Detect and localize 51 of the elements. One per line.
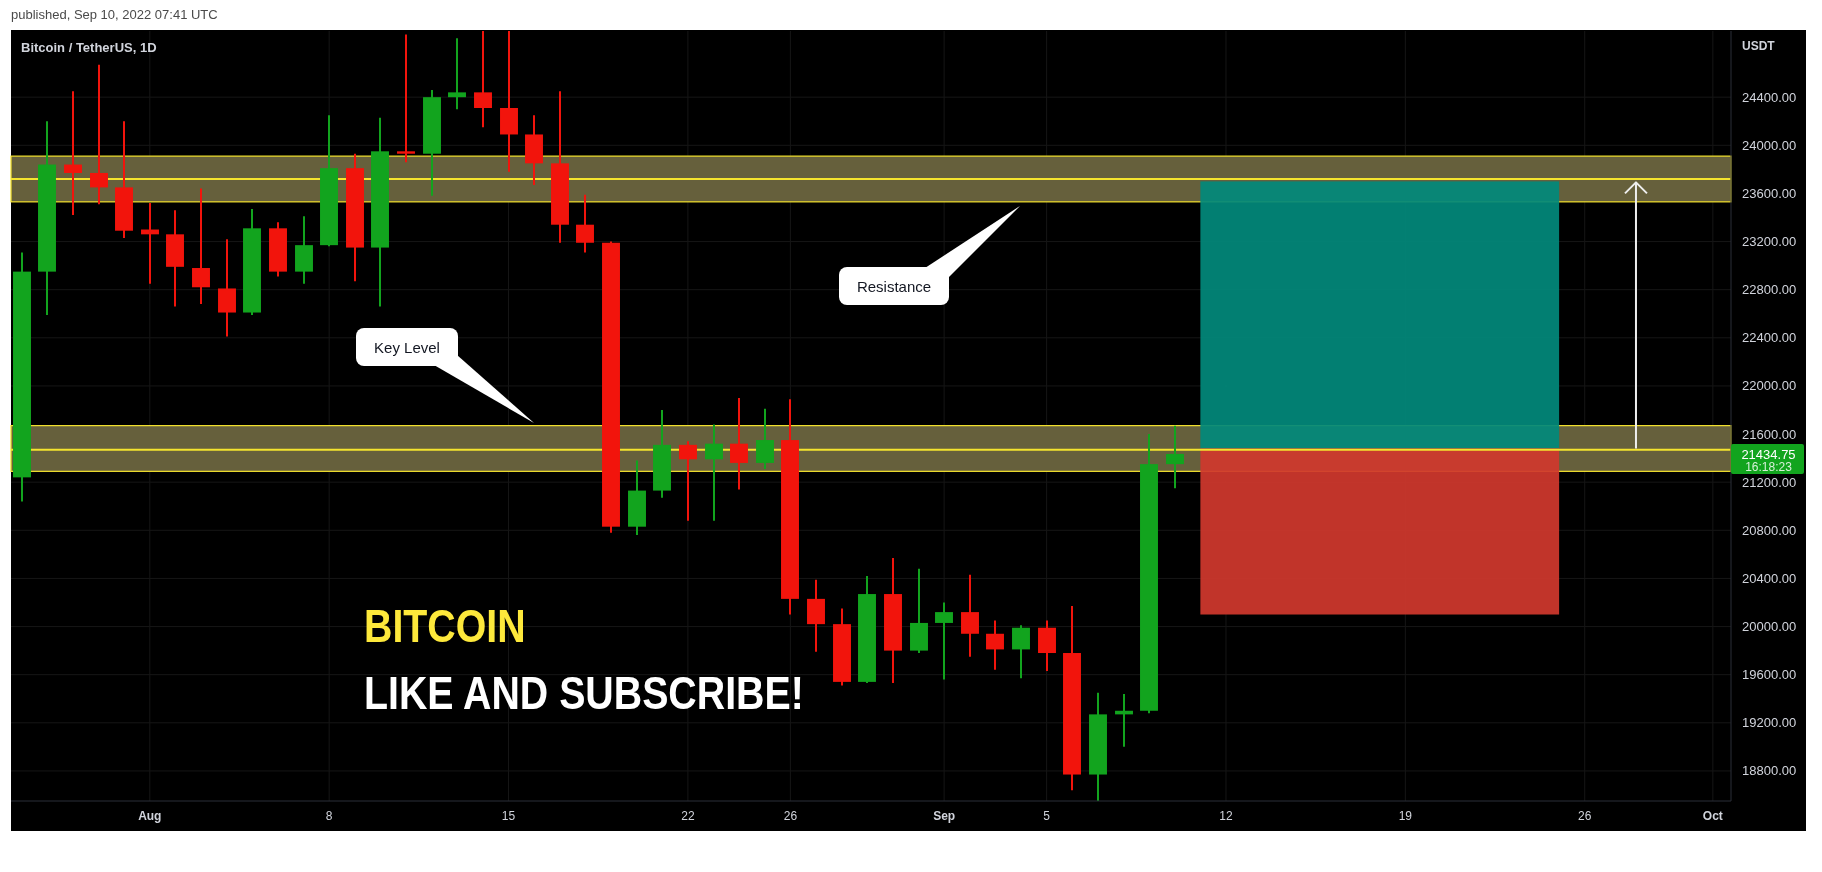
candlestick bbox=[448, 37, 466, 111]
y-tick-label: 23200.00 bbox=[1742, 234, 1797, 250]
candlestick bbox=[576, 193, 594, 254]
x-tick-label: 12 bbox=[1219, 809, 1233, 823]
y-tick-label: 20400.00 bbox=[1742, 570, 1797, 586]
y-tick-label: 20000.00 bbox=[1742, 619, 1797, 635]
text: 21434.75 bbox=[1741, 446, 1796, 462]
candlestick bbox=[730, 396, 748, 491]
y-tick-label: 24400.00 bbox=[1742, 89, 1797, 105]
y-tick-label: 21200.00 bbox=[1742, 474, 1797, 490]
x-tick-label: 8 bbox=[325, 809, 333, 823]
y-tick-label: 21600.00 bbox=[1742, 426, 1797, 442]
y-tick-label: 23600.00 bbox=[1742, 185, 1797, 201]
annotation: Resistance bbox=[856, 277, 932, 295]
y-tick-label: 22400.00 bbox=[1742, 330, 1797, 346]
x-tick-label: 15 bbox=[501, 809, 516, 823]
annotation: BITCOIN bbox=[364, 600, 526, 652]
text: Bitcoin / TetherUS, 1D bbox=[21, 39, 157, 55]
y-tick-label: 20800.00 bbox=[1742, 522, 1797, 538]
x-tick-label: Sep bbox=[933, 809, 956, 823]
annotation: LIKE AND SUBSCRIBE! bbox=[364, 667, 804, 719]
candlestick bbox=[1012, 624, 1030, 680]
x-tick-label: Oct bbox=[1702, 809, 1723, 823]
candlestick bbox=[961, 573, 979, 658]
y-tick-label: 19200.00 bbox=[1742, 715, 1797, 731]
candlestick bbox=[756, 407, 774, 470]
candlestick bbox=[64, 90, 82, 217]
candlestick bbox=[679, 440, 697, 522]
candlestick bbox=[474, 30, 492, 129]
y-tick-label: 24000.00 bbox=[1742, 137, 1797, 153]
y-tick-label: 18800.00 bbox=[1742, 763, 1797, 779]
annotation: Key Level bbox=[374, 338, 440, 356]
x-tick-label: 22 bbox=[681, 809, 695, 823]
y-axis-title: USDT bbox=[1742, 39, 1776, 53]
candlestick bbox=[397, 33, 415, 164]
candlestick bbox=[935, 601, 953, 681]
x-tick-label: 19 bbox=[1398, 809, 1413, 823]
candlestick bbox=[1166, 424, 1184, 490]
text: published, Sep 10, 2022 07:41 UTC bbox=[11, 7, 218, 22]
y-tick-label: 22800.00 bbox=[1742, 282, 1797, 298]
candlestick bbox=[90, 63, 108, 206]
x-tick-label: 5 bbox=[1043, 809, 1051, 823]
x-tick-label: Aug bbox=[138, 809, 162, 823]
text: 16:18:23 bbox=[1745, 459, 1793, 474]
candlestick bbox=[986, 619, 1004, 671]
x-tick-label: 26 bbox=[783, 809, 798, 823]
y-tick-label: 22000.00 bbox=[1742, 378, 1797, 394]
x-tick-label: 26 bbox=[1578, 809, 1592, 823]
candlestick bbox=[192, 187, 210, 306]
y-tick-label: 19600.00 bbox=[1742, 667, 1797, 683]
candlestick bbox=[705, 423, 723, 522]
